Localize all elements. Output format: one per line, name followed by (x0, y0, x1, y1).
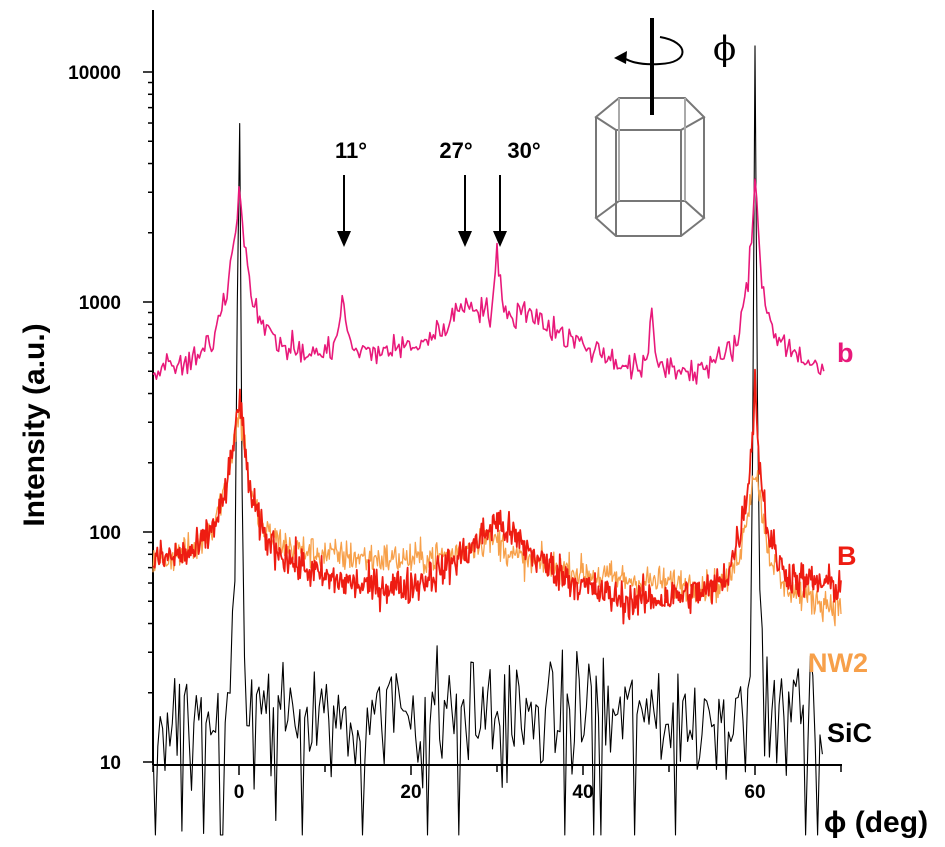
annotations: 11° 27° 30° (335, 138, 541, 247)
x-tick-label: 60 (744, 782, 765, 803)
y-tick-label: 1000 (79, 293, 121, 314)
annotation-arrow-30 (493, 175, 507, 247)
series-label-B: B (837, 541, 857, 571)
y-tick-label: 10 (100, 753, 121, 774)
y-axis-title: Intensity (a.u.) (18, 323, 51, 526)
inset-phi-symbol: ϕ (713, 29, 736, 69)
series-line-B (152, 368, 842, 625)
hexagonal-prism-icon (594, 97, 706, 237)
x-ticks: 0 20 40 60 (152, 765, 842, 803)
series-label-SiC: SiC (827, 718, 872, 748)
annotation-label-27: 27° (439, 138, 472, 163)
series-layer (152, 45, 842, 836)
x-tick-label: 20 (400, 782, 421, 803)
rotation-arrow-icon (614, 36, 684, 66)
series-line-SiC (152, 45, 823, 836)
annotation-label-30: 30° (507, 138, 540, 163)
series-line-b (152, 178, 825, 385)
annotation-arrow-11 (337, 175, 351, 247)
annotation-arrow-27 (458, 175, 472, 247)
axes (152, 10, 842, 766)
y-tick-label: 100 (89, 523, 121, 544)
y-tick-label: 10000 (68, 63, 121, 84)
series-line-NW2 (152, 409, 842, 627)
hexagonal-prism-inset: ϕ (594, 18, 736, 237)
x-tick-label: 40 (572, 782, 593, 803)
y-ticks: 10 100 1000 10000 (68, 63, 153, 774)
x-axis-title: ϕ (deg) (824, 806, 928, 839)
annotation-label-11: 11° (335, 138, 367, 163)
series-label-NW2: NW2 (808, 648, 868, 678)
series-label-b: b (837, 338, 854, 368)
x-tick-label: 0 (234, 782, 245, 803)
